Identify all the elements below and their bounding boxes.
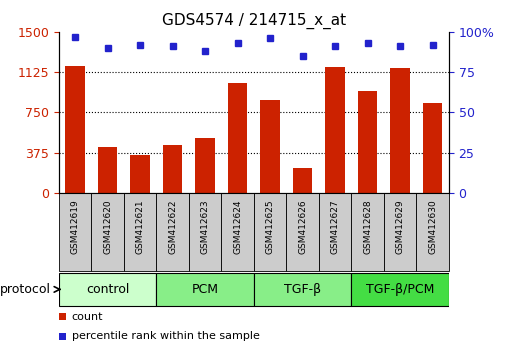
Text: GSM412624: GSM412624 [233,199,242,254]
Text: TGF-β/PCM: TGF-β/PCM [366,283,435,296]
Text: GDS4574 / 214715_x_at: GDS4574 / 214715_x_at [162,12,346,29]
Bar [98,147,117,193]
Text: GSM412622: GSM412622 [168,199,177,254]
FancyBboxPatch shape [319,193,351,271]
Bar [293,168,312,193]
Bar [358,91,378,193]
Text: GSM412626: GSM412626 [298,199,307,254]
Text: GSM412627: GSM412627 [331,199,340,254]
Bar [261,99,280,193]
Text: count: count [72,312,103,322]
Text: TGF-β: TGF-β [284,283,321,296]
FancyBboxPatch shape [189,193,222,271]
FancyBboxPatch shape [351,193,384,271]
FancyBboxPatch shape [59,193,91,271]
FancyBboxPatch shape [286,193,319,271]
Bar [390,68,410,193]
FancyBboxPatch shape [156,193,189,271]
Text: GSM412623: GSM412623 [201,199,210,254]
Bar [423,103,442,193]
FancyBboxPatch shape [254,273,351,306]
Bar [130,155,150,193]
Bar [163,144,183,193]
Text: GSM412625: GSM412625 [266,199,274,254]
FancyBboxPatch shape [124,193,156,271]
FancyBboxPatch shape [91,193,124,271]
FancyBboxPatch shape [417,193,449,271]
Text: percentile rank within the sample: percentile rank within the sample [72,331,260,341]
Text: control: control [86,283,129,296]
FancyBboxPatch shape [156,273,254,306]
FancyBboxPatch shape [59,273,156,306]
FancyBboxPatch shape [351,273,449,306]
Bar [195,138,215,193]
FancyBboxPatch shape [254,193,286,271]
Text: GSM412621: GSM412621 [136,199,145,254]
Bar [66,66,85,193]
Text: GSM412630: GSM412630 [428,199,437,254]
Bar [228,84,247,193]
Text: protocol: protocol [1,283,51,296]
FancyBboxPatch shape [222,193,254,271]
Text: GSM412620: GSM412620 [103,199,112,254]
Bar [325,67,345,193]
Text: PCM: PCM [192,283,219,296]
Text: GSM412619: GSM412619 [71,199,80,254]
FancyBboxPatch shape [384,193,417,271]
Text: GSM412628: GSM412628 [363,199,372,254]
Text: GSM412629: GSM412629 [396,199,405,254]
